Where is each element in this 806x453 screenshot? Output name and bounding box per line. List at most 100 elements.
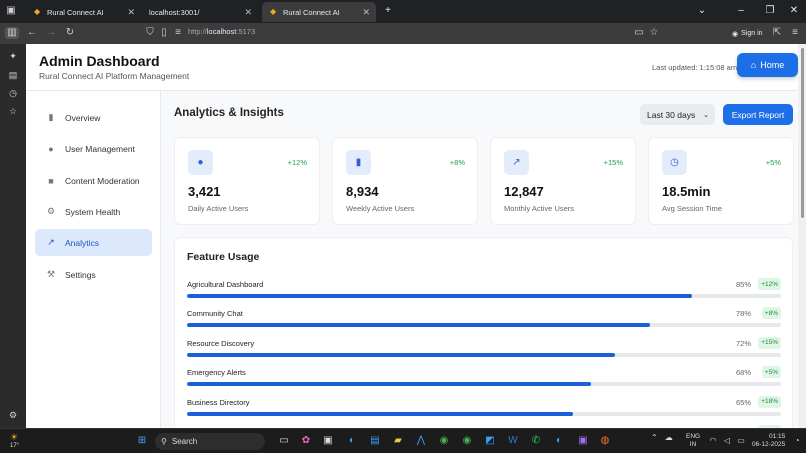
widgets-icon[interactable]: ▣ (323, 435, 333, 446)
battery-icon[interactable]: ▭ (737, 436, 745, 445)
reload-icon[interactable]: ↻ (65, 27, 75, 38)
rocket-icon: ◆ (270, 7, 277, 16)
history-icon[interactable]: ◷ (9, 88, 17, 98)
edge-active-icon[interactable]: ◐ (555, 435, 563, 446)
word-icon[interactable]: W (508, 435, 518, 446)
wrench-icon: ⚒ (46, 269, 56, 279)
taskbar-search[interactable]: ⚲ Search (155, 433, 265, 450)
browser-menu-icon[interactable]: ▣ (6, 5, 16, 16)
file-explorer-icon[interactable]: ▰ (394, 435, 402, 446)
forward-icon[interactable]: → (46, 27, 56, 38)
progress-fill (187, 352, 615, 357)
rocket-icon: ◆ (34, 7, 41, 16)
sidebar-item-user-management[interactable]: ● User Management (35, 135, 152, 162)
customize-gear-icon[interactable]: ⚙ (8, 410, 18, 420)
bookmarks-icon[interactable]: ☆ (8, 106, 18, 116)
volume-icon[interactable]: ◁ (723, 436, 731, 445)
app-icon[interactable]: ▣ (578, 435, 588, 446)
tab-3[interactable]: ◆ Rural Connect AI ✕ (262, 2, 376, 22)
home-button[interactable]: ⌂ Home (737, 53, 798, 77)
chrome-icon[interactable]: ◉ (439, 435, 449, 446)
home-button-label: Home (760, 60, 785, 70)
sidebar-item-label: Overview (65, 112, 101, 123)
feature-percent: 68% (735, 368, 751, 378)
sidebar-toggle-icon[interactable]: ▥ (5, 27, 19, 39)
feature-name: Resource Discovery (187, 338, 255, 348)
export-report-button[interactable]: Export Report (723, 104, 793, 125)
ai-sparkle-icon[interactable]: ✦ (9, 51, 17, 61)
url-port: :5173 (236, 27, 256, 36)
task-view-icon[interactable]: ▭ (279, 435, 289, 446)
sidebar-item-content-moderation[interactable]: ■ Content Moderation (35, 167, 152, 194)
stat-value: 3,421 (188, 184, 221, 199)
close-icon[interactable]: ✕ (244, 6, 252, 17)
window-close-icon[interactable]: ✕ (789, 5, 799, 16)
clock[interactable]: 01:15 06-12-2025 (752, 433, 785, 449)
edge-icon[interactable]: ◐ (348, 435, 356, 446)
feature-row: Business Directory 65% +18% (187, 395, 781, 420)
admin-sidebar: ▮ Overview ● User Management ■ Content Modera… (26, 91, 161, 428)
sidebar-item-label: Content Moderation (65, 175, 140, 186)
restore-icon[interactable]: ❐ (765, 5, 775, 16)
synced-tabs-icon[interactable]: ▤ (8, 70, 18, 80)
page-scrollbar[interactable] (798, 44, 806, 428)
hamburger-menu-icon[interactable]: ≡ (792, 27, 798, 38)
sign-in-button[interactable]: ◉ Sign in (727, 27, 768, 40)
stat-label: Daily Active Users (188, 204, 249, 213)
copilot-icon[interactable]: ✿ (301, 435, 311, 446)
language-indicator[interactable]: ENG IN (686, 433, 700, 449)
sidebar-item-system-health[interactable]: ⚙ System Health (35, 198, 152, 225)
firefox-icon[interactable]: ◍ (600, 435, 610, 446)
photos-icon[interactable]: ◩ (485, 435, 495, 446)
site-info-icon[interactable]: ≡ (175, 27, 181, 38)
account-icon: ◉ (732, 30, 739, 38)
reader-view-icon[interactable]: ▭ (634, 27, 644, 38)
bookmark-star-icon[interactable]: ☆ (649, 27, 659, 38)
browser-sidebar: ✦ ▤ ◷ ☆ ⚙ (0, 44, 26, 428)
progress-fill (187, 382, 591, 387)
feature-name: Emergency Alerts (187, 368, 246, 378)
tab-2[interactable]: localhost:3001/ ✕ (141, 2, 258, 22)
notifications-icon[interactable]: ◔ (794, 436, 800, 445)
weather-icon: ☀ (10, 432, 19, 442)
stat-value: 8,934 (346, 184, 379, 199)
feature-row: Emergency Alerts 68% +5% (187, 366, 781, 390)
feature-change-badge: +15% (758, 336, 781, 349)
new-tab-button[interactable]: + (385, 5, 391, 16)
sidebar-item-settings[interactable]: ⚒ Settings (35, 261, 152, 288)
feature-usage-title: Feature Usage (187, 251, 260, 263)
weather-widget[interactable]: ☀ 17° (10, 432, 19, 449)
stat-card: ↗ +15% 12,847 Monthly Active Users (490, 137, 636, 225)
tab-1[interactable]: ◆ Rural Connect AI ✕ (26, 2, 141, 22)
whatsapp-icon[interactable]: ✆ (531, 435, 541, 446)
page-scrollbar-thumb[interactable] (801, 48, 804, 218)
chrome-alt-icon[interactable]: ◉ (462, 435, 472, 446)
system-tray: ⌃ ☁ (651, 433, 673, 442)
chevron-down-icon[interactable]: ⌄ (697, 5, 707, 16)
minimize-icon[interactable]: – (738, 5, 744, 16)
progress-fill (187, 294, 692, 298)
date-range-select[interactable]: Last 30 days ⌄ (640, 104, 715, 125)
vscode-icon[interactable]: ⋀ (416, 435, 426, 446)
shield-icon[interactable]: ⛉ (146, 27, 154, 38)
app-header: Admin Dashboard Rural Connect AI Platfor… (26, 44, 798, 91)
tab-title: localhost:3001/ (149, 7, 200, 17)
sidebar-item-analytics[interactable]: ↗ Analytics (35, 229, 152, 256)
memo-icon: ■ (48, 175, 54, 186)
feature-change-badge: +12% (758, 278, 781, 290)
feature-percent: 72% (735, 338, 751, 348)
address-bar[interactable]: http://localhost:5173 (188, 27, 255, 36)
back-icon[interactable]: ← (27, 27, 37, 38)
page-icon[interactable]: ▯ (161, 27, 167, 38)
sidebar-item-overview[interactable]: ▮ Overview (35, 104, 152, 131)
chevron-up-icon[interactable]: ⌃ (651, 433, 658, 442)
wifi-icon[interactable]: ◠ (709, 436, 717, 445)
close-icon[interactable]: ✕ (362, 6, 370, 17)
start-icon[interactable]: ⊞ (137, 435, 147, 446)
extensions-icon[interactable]: ⇱ (772, 27, 782, 38)
close-icon[interactable]: ✕ (127, 6, 135, 17)
store-icon[interactable]: ▤ (370, 435, 380, 446)
onedrive-icon[interactable]: ☁ (664, 433, 673, 442)
progress-track (187, 352, 781, 357)
feature-name: Agricultural Dashboard (187, 280, 264, 289)
